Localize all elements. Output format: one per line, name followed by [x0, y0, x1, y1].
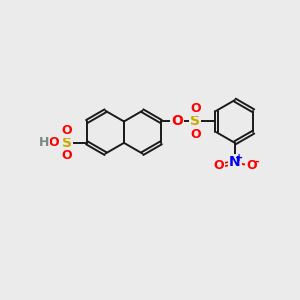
Text: O: O — [61, 149, 72, 162]
Text: O: O — [190, 102, 201, 115]
Text: O: O — [171, 115, 183, 128]
Text: S: S — [190, 115, 200, 128]
Text: -: - — [254, 157, 259, 167]
Text: O: O — [213, 159, 224, 172]
Text: S: S — [61, 136, 72, 150]
Text: O: O — [246, 159, 256, 172]
Text: O: O — [61, 124, 72, 137]
Text: +: + — [235, 153, 243, 163]
Text: N: N — [229, 155, 241, 169]
Text: H: H — [39, 136, 49, 149]
Text: O: O — [190, 128, 201, 141]
Text: O: O — [49, 136, 59, 149]
